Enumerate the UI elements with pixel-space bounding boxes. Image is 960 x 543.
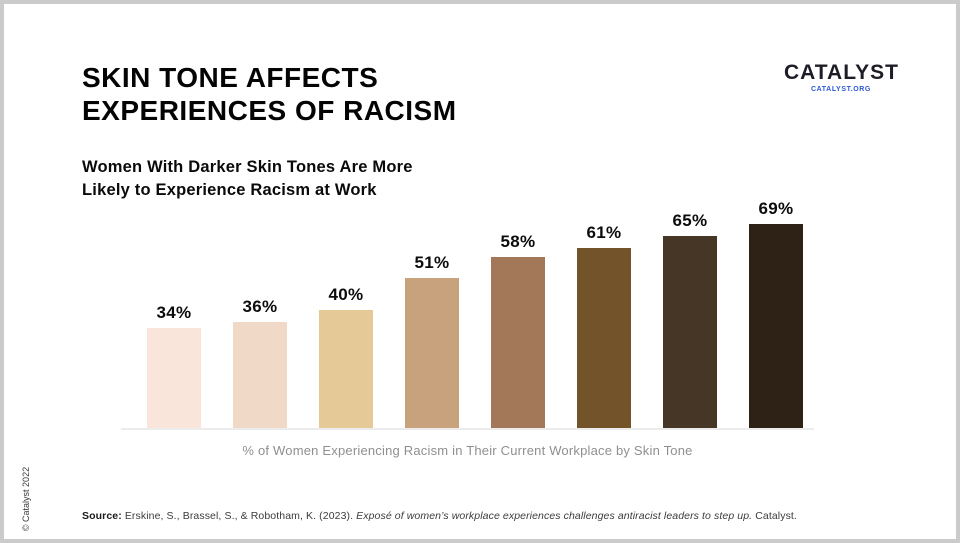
chart-title-line1: Women With Darker Skin Tones Are More (82, 158, 413, 176)
source-citation: Source: Erskine, S., Brassel, S., & Robo… (82, 510, 797, 522)
x-axis-baseline (121, 428, 814, 430)
bar (147, 328, 201, 429)
bar-item-skin-tone-6: 61% (577, 223, 631, 429)
bar-item-skin-tone-4: 51% (405, 253, 459, 429)
bar-group: 34% 36% 40% 51% 58% 61% 65% 69% (147, 199, 803, 429)
source-prefix: Source: (82, 510, 122, 522)
bar (749, 224, 803, 429)
bar-value-label: 65% (672, 211, 708, 230)
page-title: SKIN TONE AFFECTS EXPERIENCES OF RACISM (82, 61, 457, 127)
bar-value-label: 40% (328, 285, 364, 304)
bar (319, 310, 373, 429)
bar (491, 257, 545, 429)
page-title-line1: SKIN TONE AFFECTS (82, 62, 379, 93)
source-citation-italic: Exposé of women’s workplace experiences … (356, 510, 753, 522)
bar-item-skin-tone-3: 40% (319, 285, 373, 429)
bar (577, 248, 631, 429)
source-citation-normal: Erskine, S., Brassel, S., & Robotham, K.… (121, 510, 357, 522)
bar-value-label: 61% (586, 223, 622, 242)
copyright-text: © Catalyst 2022 (21, 466, 31, 532)
chart-title-line2: Likely to Experience Racism at Work (82, 181, 377, 199)
catalyst-wordmark: CATALYST (784, 61, 899, 84)
bar (663, 236, 717, 429)
catalyst-url-text: CATALYST.ORG (811, 86, 871, 93)
bar-item-skin-tone-2: 36% (233, 297, 287, 429)
chart-title: Women With Darker Skin Tones Are More Li… (82, 156, 413, 202)
bar (233, 322, 287, 429)
bar-value-label: 36% (242, 297, 278, 316)
bar-value-label: 69% (758, 199, 794, 218)
source-citation-suffix: Catalyst. (752, 510, 797, 522)
catalyst-logo: CATALYST CATALYST.ORG (784, 61, 898, 93)
bar (405, 278, 459, 429)
bar-item-skin-tone-1-lightest: 34% (147, 303, 201, 429)
bar-item-skin-tone-7: 65% (663, 211, 717, 429)
bar-item-skin-tone-5: 58% (491, 232, 545, 429)
page-title-line2: EXPERIENCES OF RACISM (82, 95, 457, 126)
bar-value-label: 51% (414, 253, 450, 272)
bar-value-label: 58% (500, 232, 536, 251)
bar-value-label: 34% (156, 303, 192, 322)
x-axis-label: % of Women Experiencing Racism in Their … (242, 443, 693, 458)
bar-item-skin-tone-8-darkest: 69% (749, 199, 803, 429)
